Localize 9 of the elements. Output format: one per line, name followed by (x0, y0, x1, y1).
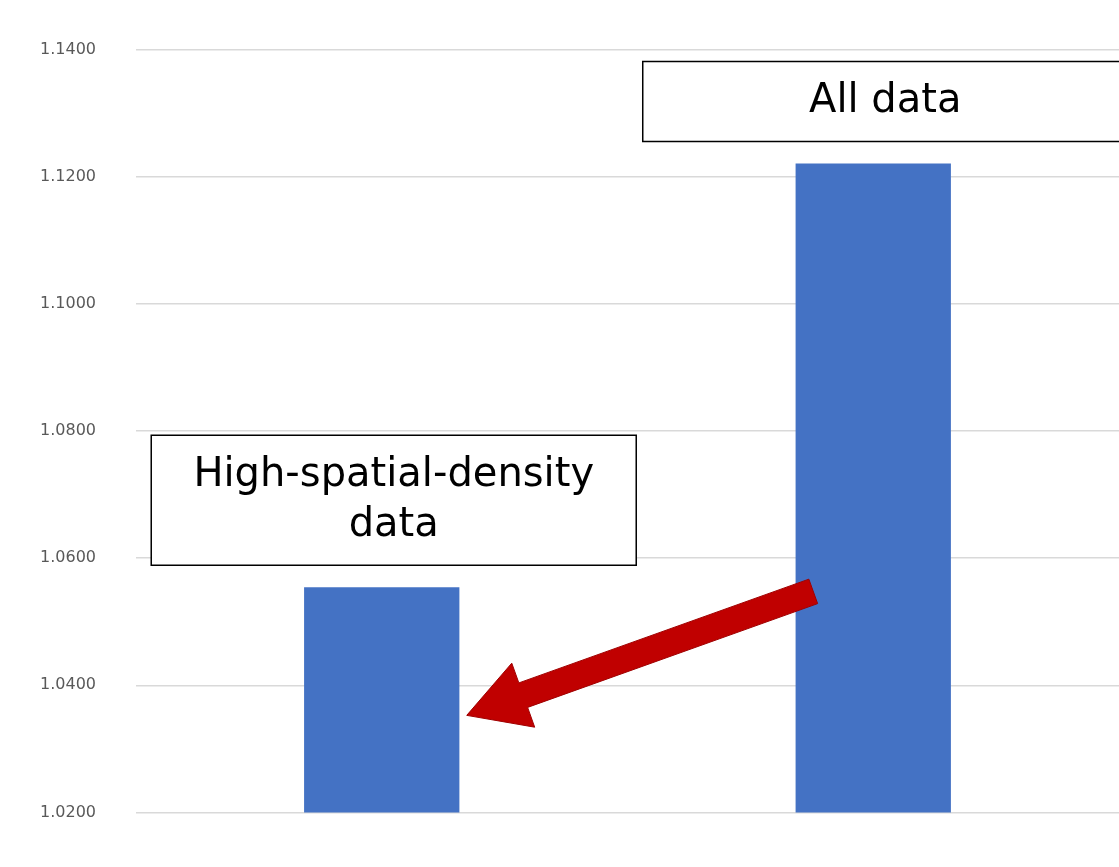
y-tick-label: 1.1000 (40, 293, 96, 313)
y-tick-label: 1.0400 (40, 674, 96, 694)
annotation: All data (809, 74, 962, 121)
y-tick-label: 1.0800 (40, 420, 96, 440)
annotation: High-spatial-density data (193, 448, 595, 545)
y-tick-label: 1.1200 (40, 165, 96, 185)
y-tick-label: 1.0200 (40, 801, 96, 821)
y-tick-label: 1.1400 (40, 38, 96, 58)
y-tick-label: 1.0600 (40, 547, 96, 567)
